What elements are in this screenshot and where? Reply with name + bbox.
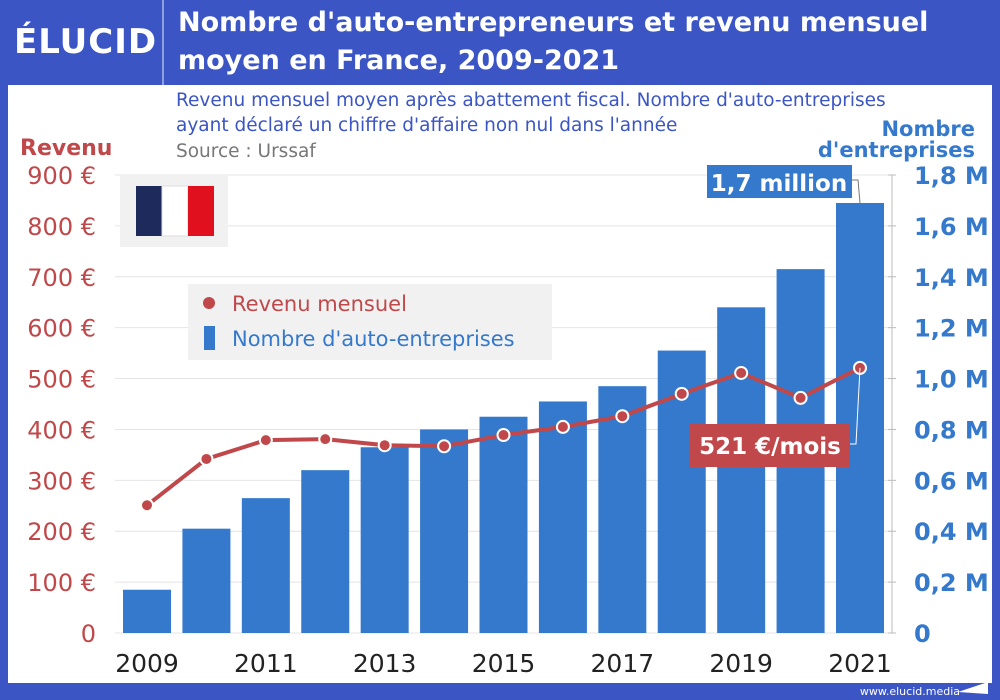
source-note: Source : Urssaf (176, 141, 316, 162)
revenue-point-2020 (793, 390, 808, 405)
annotation-count-box (707, 165, 852, 198)
footer-logo-mark (958, 682, 988, 694)
annotation-count-leader (852, 179, 861, 204)
revenue-point-2019 (734, 365, 749, 380)
revenue-point-2014 (437, 439, 452, 454)
left-tick-label: 100 € (27, 569, 96, 597)
chart-subtitle: Revenu mensuel moyen après abattement fi… (176, 88, 886, 138)
bar-2010 (182, 528, 231, 633)
bar-2015 (479, 416, 528, 633)
right-tick-label: 1,0 M (914, 366, 989, 394)
revenue-point-2015 (496, 428, 511, 443)
bar-2017 (598, 386, 647, 633)
left-tick-label: 200 € (27, 518, 96, 546)
revenue-point-2016 (555, 419, 570, 434)
annotation-revenue-leader (850, 367, 861, 445)
bar-2013 (360, 447, 409, 633)
legend-marker-line (203, 297, 215, 309)
x-tick-label: 2019 (709, 649, 773, 678)
flag-white-band (161, 185, 189, 237)
revenue-point-2011 (258, 433, 273, 448)
right-tick-label: 0 (914, 620, 931, 648)
left-tick-label: 500 € (27, 366, 96, 394)
revenue-point-2018 (674, 386, 689, 401)
revenue-point-2013 (377, 438, 392, 453)
right-tick-label: 0,2 M (914, 569, 989, 597)
revenue-point-2010 (199, 451, 214, 466)
bar-2019 (717, 307, 766, 633)
left-tick-label: 900 € (27, 162, 96, 190)
bar-2014 (420, 429, 469, 633)
bar-2011 (241, 498, 290, 633)
legend-label-revenue: Revenu mensuel (232, 292, 407, 316)
header-divider (162, 0, 164, 85)
left-tick-label: 0 (81, 620, 96, 648)
subtitle-line-1: Revenu mensuel moyen après abattement fi… (176, 90, 886, 111)
left-tick-label: 700 € (27, 264, 96, 292)
right-axis-title-2: d'entreprises (818, 138, 975, 162)
right-tick-label: 1,6 M (914, 213, 989, 241)
legend-label-count: Nombre d'auto-entreprises (232, 327, 515, 351)
x-tick-label: 2013 (353, 649, 417, 678)
left-tick-label: 800 € (27, 213, 96, 241)
revenue-point-2017 (615, 409, 630, 424)
revenue-point-2012 (318, 432, 333, 447)
x-tick-label: 2011 (234, 649, 298, 678)
right-tick-label: 1,2 M (914, 315, 989, 343)
footer-url[interactable]: www.elucid.media (859, 685, 960, 698)
x-tick-label: 2009 (115, 649, 179, 678)
annotation-revenue-box (690, 424, 850, 467)
x-tick-label: 2017 (591, 649, 655, 678)
right-tick-label: 1,4 M (914, 264, 989, 292)
left-tick-label: 600 € (27, 315, 96, 343)
right-tick-label: 0,6 M (914, 467, 989, 495)
left-tick-label: 300 € (27, 467, 96, 495)
revenue-point-2009 (140, 498, 154, 513)
bar-2012 (301, 470, 350, 633)
left-axis-title: Revenu (20, 136, 112, 161)
left-tick-label: 400 € (27, 416, 96, 444)
annotation-revenue: 521 €/mois (699, 434, 841, 460)
x-tick-label: 2015 (472, 649, 536, 678)
bar-2016 (538, 401, 587, 633)
right-tick-label: 0,4 M (914, 518, 989, 546)
bar-2009 (123, 589, 171, 633)
legend-marker-bar (204, 326, 215, 350)
legend-box (188, 284, 552, 360)
elucid-logo: ÉLUCID (14, 22, 158, 62)
flag-red-band (188, 186, 214, 236)
right-axis-title-1: Nombre (881, 117, 975, 141)
bar-2021 (836, 202, 884, 633)
right-tick-label: 0,8 M (914, 416, 989, 444)
annotation-count: 1,7 million (711, 171, 847, 197)
right-tick-label: 1,8 M (914, 162, 989, 190)
x-tick-label: 2021 (828, 649, 892, 678)
subtitle-line-2: ayant déclaré un chiffre d'affaire non n… (176, 115, 678, 136)
flag-blue-band (136, 186, 162, 236)
chart-title: Nombre d'auto-entrepreneurs et revenu me… (178, 7, 929, 76)
